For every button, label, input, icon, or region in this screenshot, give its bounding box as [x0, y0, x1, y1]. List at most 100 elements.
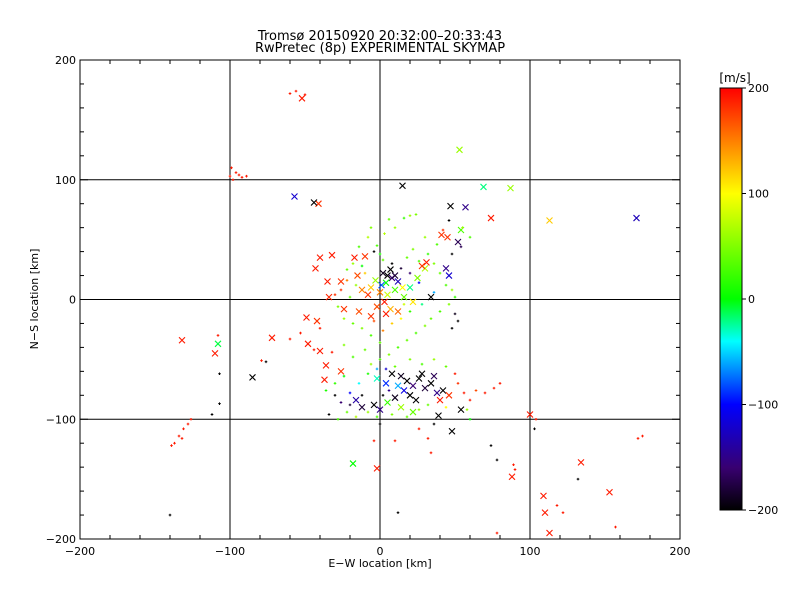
data-point-plus — [333, 394, 337, 397]
data-point-plus — [453, 312, 457, 316]
data-point-x — [355, 308, 363, 315]
data-point-x — [379, 269, 387, 277]
data-point-x — [418, 262, 426, 270]
data-point-plus — [180, 437, 184, 440]
data-point-x — [415, 375, 423, 382]
data-point-plus — [345, 268, 349, 271]
data-point-plus — [357, 245, 361, 249]
data-point-plus — [378, 341, 382, 344]
data-point-x — [310, 199, 318, 206]
data-point-x — [178, 336, 186, 344]
data-point-x — [372, 276, 379, 284]
data-point-x — [370, 401, 378, 409]
data-point-plus — [240, 176, 244, 179]
data-point-plus — [369, 362, 373, 366]
data-point-x — [399, 284, 406, 291]
data-point-plus — [387, 353, 391, 356]
data-point-plus — [513, 468, 517, 471]
data-point-plus — [450, 288, 454, 292]
y-tick-label: −200 — [46, 533, 76, 546]
colorbar-tick-label: −100 — [748, 399, 778, 412]
data-point-plus — [173, 441, 176, 445]
data-point-x — [349, 460, 357, 467]
data-point-plus — [288, 337, 292, 341]
data-point-x — [378, 281, 385, 289]
data-point-plus — [342, 374, 346, 378]
data-point-plus — [444, 283, 448, 287]
data-point-x — [447, 202, 454, 210]
data-point-plus — [375, 244, 379, 247]
data-point-plus — [237, 173, 241, 177]
data-point-plus — [333, 293, 337, 297]
data-point-x — [214, 340, 222, 348]
data-point-plus — [461, 226, 464, 229]
data-point-plus — [561, 511, 565, 514]
data-point-plus — [366, 372, 370, 376]
data-point-plus — [245, 174, 248, 178]
data-point-x — [414, 274, 421, 282]
data-point-x — [526, 411, 534, 418]
data-point-plus — [453, 295, 457, 299]
data-point-x — [409, 298, 417, 306]
data-point-x — [304, 340, 312, 348]
data-point-x — [298, 94, 306, 102]
x-tick-label: −100 — [215, 545, 245, 558]
data-point-x — [400, 293, 408, 301]
data-point-plus — [390, 262, 394, 265]
data-point-plus — [264, 360, 268, 364]
data-point-plus — [381, 258, 385, 262]
data-point-plus — [447, 219, 451, 222]
data-point-plus — [354, 283, 358, 287]
data-point-plus — [372, 319, 376, 323]
axis-ticks — [79, 59, 681, 540]
y-axis-label: N−S location [km] — [28, 249, 41, 350]
data-point-plus — [372, 439, 376, 443]
y-tick-label: 200 — [55, 54, 76, 67]
data-point-plus — [378, 358, 382, 361]
data-point-plus — [495, 458, 499, 462]
data-point-x — [354, 272, 361, 279]
data-point-plus — [417, 281, 421, 285]
data-point-plus — [363, 348, 367, 352]
data-point-x — [337, 278, 345, 285]
data-point-plus — [381, 394, 385, 397]
colorbar-ticks: 200 100 0 −100 −200 — [742, 82, 778, 517]
colorbar-label: [m/s] — [719, 71, 750, 85]
data-point-plus — [474, 389, 478, 392]
chart-subtitle: RwPretec (8p) EXPERIMENTAL SKYMAP — [255, 41, 505, 56]
data-point-x — [384, 291, 391, 299]
data-point-plus — [444, 365, 448, 368]
chart-title: Tromsø 20150920 20:32:00–20:33:43 — [257, 29, 502, 44]
data-point-plus — [381, 329, 385, 332]
data-point-plus — [426, 252, 430, 256]
data-point-plus — [426, 437, 430, 440]
data-point-x — [541, 509, 549, 517]
data-point-x — [394, 308, 402, 315]
data-point-plus — [512, 463, 515, 467]
data-point-x — [313, 317, 321, 325]
data-point-plus — [396, 511, 400, 514]
data-point-x — [312, 264, 319, 272]
data-point-x — [382, 279, 390, 287]
data-point-x — [376, 406, 384, 414]
data-point-x — [211, 349, 219, 357]
data-point-plus — [170, 444, 173, 447]
data-point-x — [507, 184, 514, 192]
data-point-x — [303, 314, 310, 321]
data-point-x — [436, 396, 444, 404]
data-point-x — [388, 370, 396, 378]
data-point-plus — [405, 338, 409, 342]
data-point-plus — [228, 174, 232, 178]
data-point-x — [399, 182, 406, 190]
data-markers — [168, 89, 644, 537]
data-point-plus — [299, 331, 302, 335]
x-tick-label: −200 — [65, 545, 95, 558]
data-point-x — [387, 266, 394, 273]
colorbar: [m/s] 200 100 0 −100 −200 — [719, 71, 778, 517]
data-point-plus — [186, 422, 190, 426]
data-point-plus — [360, 394, 364, 397]
data-point-plus — [324, 389, 328, 392]
data-point-plus — [534, 417, 538, 421]
data-point-plus — [294, 89, 298, 93]
